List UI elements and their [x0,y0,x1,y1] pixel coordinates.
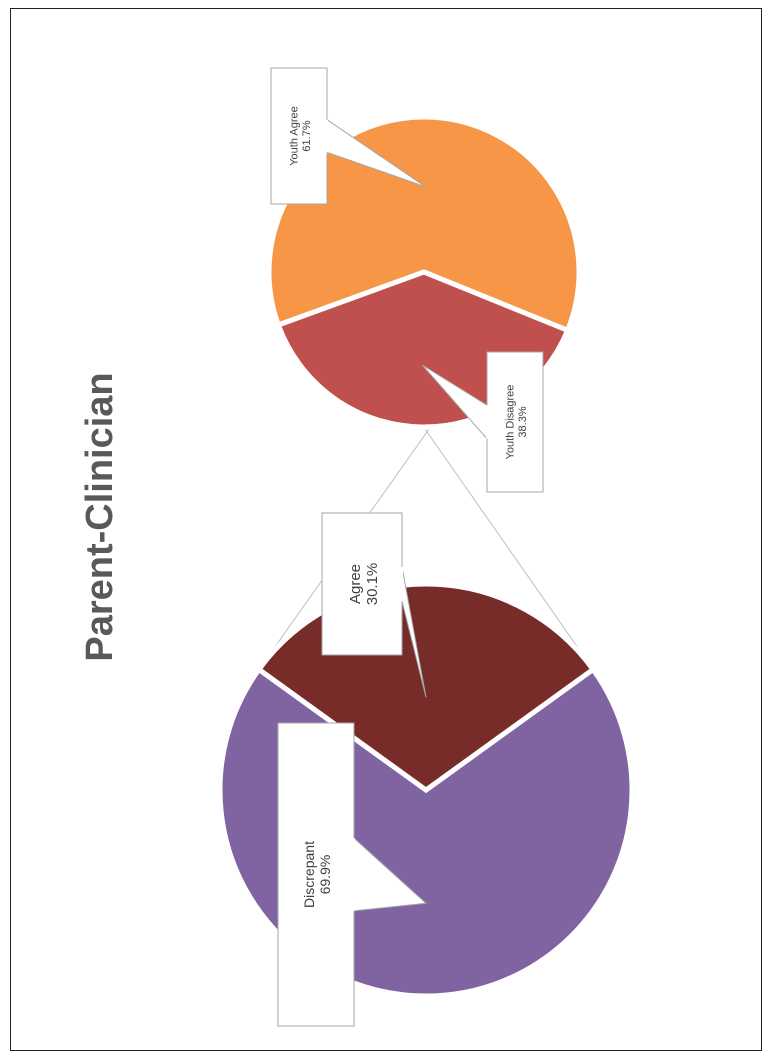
breakdown-slice-youth-agree [266,114,582,334]
callout-text-discrepant: Discrepant69.9% [301,841,333,908]
callout-box-agree [321,512,403,656]
callout-box-youth-disagree [486,351,544,493]
callout-discrepant: Discrepant69.9% [277,722,428,1027]
callout-value-discrepant: 69.9% [317,855,333,895]
callout-agree: Agree30.1% [321,512,427,698]
callout-value-youth-disagree: 38.3% [517,406,529,437]
data-labels: Discrepant69.9% Agree30.1% Youth Agree61.7… [270,67,544,1027]
callout-label-agree: Agree [347,564,364,604]
callout-box-discrepant [277,722,355,1027]
callout-value-agree: 30.1% [364,563,381,606]
callout-youth-disagree: Youth Disagree38.3% [421,351,544,493]
callout-youth-agree: Youth Agree61.7% [270,67,426,205]
callout-label-discrepant: Discrepant [301,841,317,908]
callout-value-youth-agree: 61.7% [301,120,313,151]
chart-title: Parent-Clinician [79,372,121,661]
callout-text-youth-disagree: Youth Disagree38.3% [504,385,529,460]
callout-label-youth-disagree: Youth Disagree [504,385,516,460]
callout-label-youth-agree: Youth Agree [288,106,300,166]
callout-text-youth-agree: Youth Agree61.7% [288,106,313,166]
callout-text-agree: Agree30.1% [347,563,381,606]
callout-box-youth-agree [270,67,328,205]
breakdown-pie [266,114,582,430]
